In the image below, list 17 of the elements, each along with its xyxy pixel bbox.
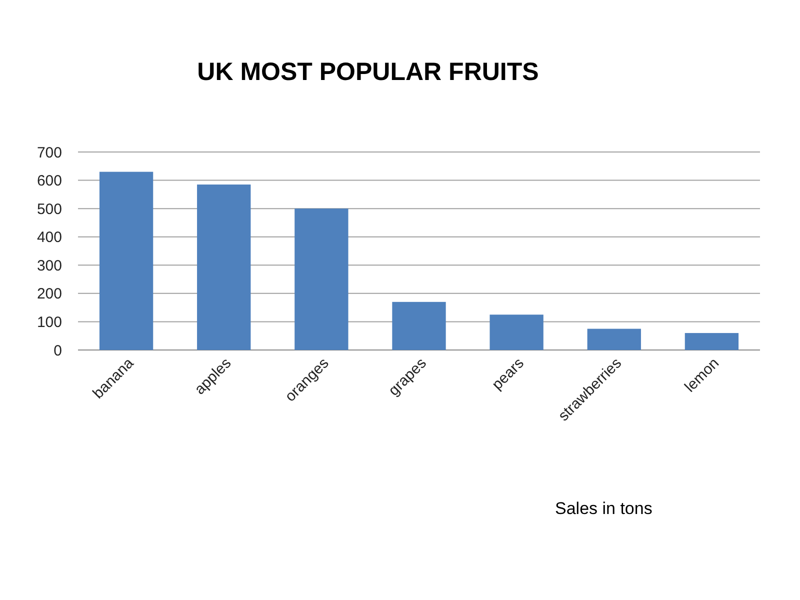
- bar: [99, 172, 154, 350]
- bar: [684, 333, 739, 350]
- y-tick-label: 200: [36, 286, 62, 303]
- y-tick-label: 0: [54, 342, 62, 360]
- bar: [490, 314, 544, 350]
- text: Sales in tons: [555, 499, 652, 518]
- bar: [294, 208, 348, 350]
- bar: [197, 184, 251, 350]
- bar: [587, 328, 641, 350]
- y-tick-label: 400: [36, 229, 62, 246]
- y-tick-label: 700: [36, 144, 62, 162]
- y-tick-label: 500: [36, 200, 62, 218]
- y-tick-label: 100: [36, 314, 62, 331]
- y-tick-label: 600: [36, 172, 62, 190]
- chart-title: UK MOST POPULAR FRUITS: [197, 58, 539, 86]
- bar: [392, 302, 446, 350]
- y-tick-label: 300: [36, 257, 62, 274]
